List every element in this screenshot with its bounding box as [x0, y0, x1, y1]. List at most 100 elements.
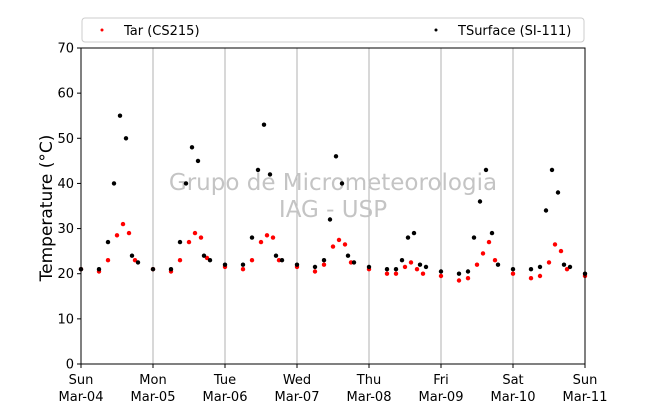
data-point [126, 230, 132, 236]
data-point [393, 267, 399, 272]
data-point [561, 262, 567, 267]
data-point [312, 264, 318, 270]
data-point [486, 239, 492, 245]
data-point [177, 239, 183, 245]
data-point [258, 239, 264, 245]
data-point [456, 271, 462, 276]
data-point [339, 181, 345, 186]
data-point [408, 260, 414, 265]
data-point [537, 264, 543, 270]
data-point [240, 267, 246, 272]
data-point [123, 136, 129, 141]
data-point [549, 167, 555, 173]
x-tick-day: Sun [573, 373, 598, 388]
watermark-line-1: Grupo de Micrometeorologia [169, 170, 497, 196]
y-axis-label: Temperature (°C) [37, 135, 57, 283]
data-point [135, 260, 141, 265]
y-axis: 0 10 20 30 40 50 60 70 [57, 42, 81, 373]
data-point [105, 258, 111, 263]
data-point [414, 267, 420, 272]
data-point [105, 239, 111, 245]
data-point [351, 260, 357, 265]
x-tick-day: Sun [69, 373, 94, 388]
data-point [186, 239, 192, 245]
data-point [240, 262, 246, 267]
data-point [567, 264, 573, 270]
data-point [222, 262, 228, 267]
data-point [294, 262, 300, 267]
y-tick-label: 20 [57, 267, 74, 282]
x-tick-day: Wed [283, 373, 311, 388]
data-point [264, 233, 270, 238]
data-point [117, 113, 123, 118]
data-point [183, 181, 189, 186]
data-point [489, 230, 495, 236]
data-point [168, 267, 174, 272]
x-tick-day: Tue [213, 373, 236, 388]
data-point [270, 235, 276, 240]
x-tick-date: Mar-11 [563, 390, 608, 405]
x-tick-date: Mar-05 [131, 390, 176, 405]
x-tick-date: Mar-06 [203, 390, 248, 405]
data-point [120, 221, 126, 227]
data-point [417, 262, 423, 267]
data-point [543, 208, 549, 213]
data-point [528, 267, 534, 272]
y-tick-label: 50 [57, 132, 74, 147]
data-point [321, 258, 327, 263]
data-point [129, 253, 135, 258]
data-point [483, 167, 489, 173]
data-point [384, 271, 390, 276]
data-point [495, 262, 501, 267]
y-tick-label: 70 [57, 42, 74, 57]
data-point [471, 235, 477, 240]
data-point [510, 271, 516, 276]
data-point [552, 242, 558, 247]
data-point [150, 267, 156, 272]
data-point [420, 271, 426, 276]
legend-marker-tsurface [434, 28, 438, 32]
data-point [345, 253, 351, 258]
x-tick-day: Thu [356, 373, 381, 388]
data-point [273, 253, 279, 258]
data-point [411, 230, 417, 236]
legend-marker-tar [100, 28, 104, 32]
x-tick-date: Mar-09 [419, 390, 464, 405]
y-tick-label: 30 [57, 222, 74, 237]
data-point [255, 167, 261, 173]
watermark-line-2: IAG - USP [279, 197, 387, 223]
series-layer [78, 113, 588, 283]
data-point [438, 269, 444, 274]
data-point [321, 262, 327, 267]
data-point [279, 258, 285, 263]
data-point [207, 258, 213, 263]
data-point [336, 237, 342, 243]
legend-label-tar: Tar (CS215) [123, 24, 200, 39]
x-tick-day: Fri [433, 373, 449, 388]
data-point [402, 264, 408, 270]
data-point [177, 258, 183, 263]
data-point [267, 172, 273, 177]
data-point [537, 273, 543, 279]
data-point [405, 235, 411, 240]
data-point [477, 199, 483, 204]
data-point [312, 269, 318, 274]
x-tick-date: Mar-07 [275, 390, 320, 405]
data-point [261, 122, 267, 127]
data-point [333, 154, 339, 159]
data-point [249, 258, 255, 263]
data-point [189, 145, 195, 150]
data-point [564, 267, 570, 272]
data-point [198, 235, 204, 240]
y-tick-label: 0 [66, 358, 74, 373]
data-point [492, 258, 498, 263]
data-point [528, 276, 534, 281]
data-point [399, 258, 405, 263]
plot-frame [80, 47, 586, 365]
data-point [465, 276, 471, 281]
series-tsurface [78, 113, 588, 276]
x-tick-date: Mar-04 [59, 390, 104, 405]
data-point [480, 251, 486, 256]
data-point [96, 267, 102, 272]
legend-label-tsurface: TSurface (SI-111) [457, 24, 571, 39]
